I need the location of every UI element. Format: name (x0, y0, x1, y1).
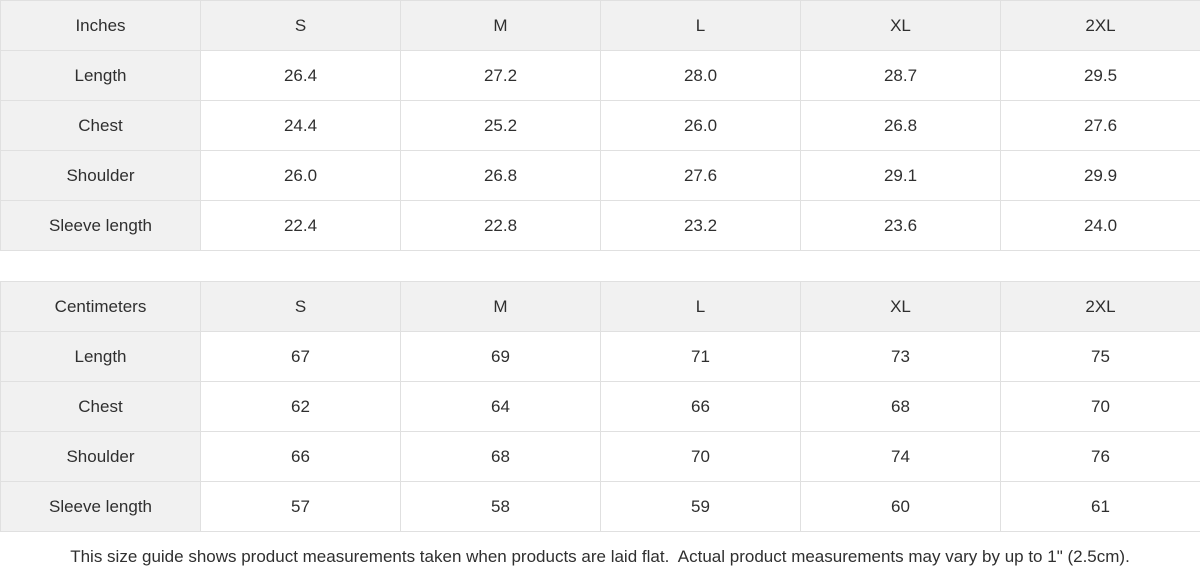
data-cell: 58 (401, 482, 601, 532)
size-header-cell-s: S (201, 1, 401, 51)
data-cell: 57 (201, 482, 401, 532)
row-header-cell: Chest (1, 101, 201, 151)
data-cell: 26.4 (201, 51, 401, 101)
data-cell: 74 (801, 432, 1001, 482)
data-cell: 28.7 (801, 51, 1001, 101)
table-row-length: Length 26.4 27.2 28.0 28.7 29.5 (1, 51, 1200, 101)
size-header-cell-xl: XL (801, 1, 1001, 51)
size-header-cell-s: S (201, 282, 401, 332)
data-cell: 66 (601, 382, 801, 432)
data-cell: 70 (1001, 382, 1200, 432)
data-cell: 26.0 (601, 101, 801, 151)
row-header-cell: Length (1, 51, 201, 101)
data-cell: 62 (201, 382, 401, 432)
data-cell: 23.2 (601, 201, 801, 251)
data-cell: 26.8 (401, 151, 601, 201)
size-header-cell-2xl: 2XL (1001, 1, 1200, 51)
data-cell: 60 (801, 482, 1001, 532)
size-header-cell-m: M (401, 1, 601, 51)
inches-header-row: Inches S M L XL 2XL (1, 1, 1200, 51)
row-header-cell: Chest (1, 382, 201, 432)
table-row-chest: Chest 62 64 66 68 70 (1, 382, 1200, 432)
data-cell: 27.6 (1001, 101, 1200, 151)
data-cell: 76 (1001, 432, 1200, 482)
data-cell: 69 (401, 332, 601, 382)
data-cell: 73 (801, 332, 1001, 382)
data-cell: 26.8 (801, 101, 1001, 151)
data-cell: 29.1 (801, 151, 1001, 201)
table-row-shoulder: Shoulder 66 68 70 74 76 (1, 432, 1200, 482)
data-cell: 29.5 (1001, 51, 1200, 101)
size-header-cell-xl: XL (801, 282, 1001, 332)
table-row-shoulder: Shoulder 26.0 26.8 27.6 29.1 29.9 (1, 151, 1200, 201)
data-cell: 24.0 (1001, 201, 1200, 251)
data-cell: 64 (401, 382, 601, 432)
data-cell: 23.6 (801, 201, 1001, 251)
unit-header-cell: Inches (1, 1, 201, 51)
size-header-cell-l: L (601, 282, 801, 332)
data-cell: 71 (601, 332, 801, 382)
data-cell: 22.8 (401, 201, 601, 251)
table-row-sleeve-length: Sleeve length 22.4 22.8 23.2 23.6 24.0 (1, 201, 1200, 251)
data-cell: 59 (601, 482, 801, 532)
data-cell: 68 (801, 382, 1001, 432)
data-cell: 25.2 (401, 101, 601, 151)
table-row-chest: Chest 24.4 25.2 26.0 26.8 27.6 (1, 101, 1200, 151)
row-header-cell: Sleeve length (1, 201, 201, 251)
centimeters-size-table: Centimeters S M L XL 2XL Length 67 69 71… (0, 281, 1200, 532)
size-header-cell-2xl: 2XL (1001, 282, 1200, 332)
table-row-sleeve-length: Sleeve length 57 58 59 60 61 (1, 482, 1200, 532)
row-header-cell: Shoulder (1, 151, 201, 201)
data-cell: 61 (1001, 482, 1200, 532)
data-cell: 26.0 (201, 151, 401, 201)
data-cell: 29.9 (1001, 151, 1200, 201)
table-row-length: Length 67 69 71 73 75 (1, 332, 1200, 382)
table-gap-spacer (0, 251, 1200, 281)
data-cell: 75 (1001, 332, 1200, 382)
inches-size-table: Inches S M L XL 2XL Length 26.4 27.2 28.… (0, 0, 1200, 251)
row-header-cell: Sleeve length (1, 482, 201, 532)
data-cell: 67 (201, 332, 401, 382)
row-header-cell: Shoulder (1, 432, 201, 482)
size-header-cell-m: M (401, 282, 601, 332)
unit-header-cell: Centimeters (1, 282, 201, 332)
data-cell: 28.0 (601, 51, 801, 101)
data-cell: 22.4 (201, 201, 401, 251)
data-cell: 24.4 (201, 101, 401, 151)
data-cell: 68 (401, 432, 601, 482)
centimeters-header-row: Centimeters S M L XL 2XL (1, 282, 1200, 332)
data-cell: 27.2 (401, 51, 601, 101)
size-guide-footer-note: This size guide shows product measuremen… (0, 532, 1200, 582)
data-cell: 27.6 (601, 151, 801, 201)
data-cell: 66 (201, 432, 401, 482)
row-header-cell: Length (1, 332, 201, 382)
data-cell: 70 (601, 432, 801, 482)
size-header-cell-l: L (601, 1, 801, 51)
